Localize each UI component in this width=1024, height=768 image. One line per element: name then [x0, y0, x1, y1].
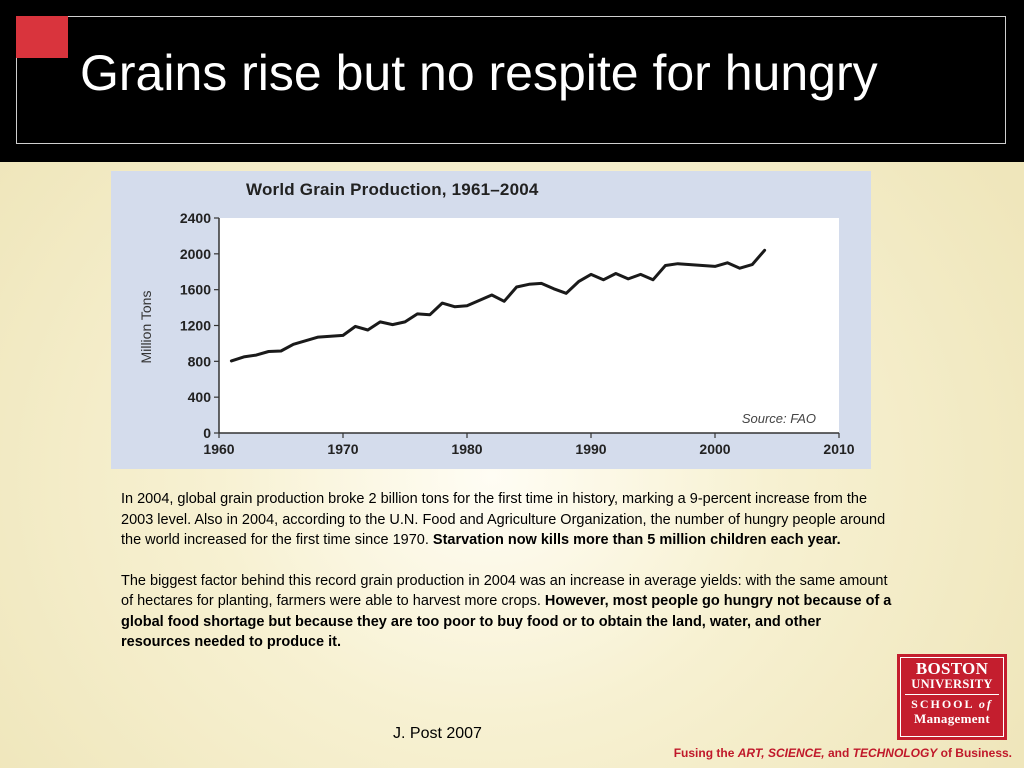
- y-tick-label: 800: [188, 353, 212, 369]
- plot-area: [219, 218, 839, 433]
- logo-line-management: Management: [914, 710, 990, 726]
- bu-logo: BOSTON UNIVERSITY SCHOOL of Management: [897, 654, 1007, 740]
- logo-of-word: of: [978, 696, 993, 711]
- source-annotation: Source: FAO: [742, 411, 816, 426]
- tagline-pre: Fusing the: [673, 746, 738, 760]
- x-tick-label: 1980: [451, 441, 482, 457]
- y-tick-label: 0: [203, 425, 211, 441]
- chart-title: World Grain Production, 1961–2004: [246, 180, 539, 199]
- production-series-line: [229, 248, 767, 363]
- paragraph-1-text: In 2004, global grain production broke 2…: [121, 491, 886, 548]
- logo-divider: [905, 693, 999, 695]
- y-tick-label: 2400: [180, 210, 211, 226]
- author-credit: J. Post 2007: [393, 725, 482, 742]
- paragraph-1-emphasis: Starvation now kills more than 5 million…: [432, 532, 841, 548]
- chart-canvas: 0 400 800 1200 1600 2000 2400 1960 1970 1980 1990 2…: [138, 210, 855, 457]
- x-tick-label: 2000: [699, 441, 730, 457]
- title-frame: [16, 16, 1006, 144]
- accent-square: [16, 16, 68, 58]
- tagline-technology: TECHNOLOGY: [852, 746, 938, 760]
- y-tick-label: 400: [188, 389, 212, 405]
- logo-school-word: SCHOOL: [911, 696, 974, 711]
- logo-line-boston: BOSTON: [915, 659, 989, 678]
- paragraph-2: The biggest factor behind this record gr…: [121, 571, 893, 653]
- x-tick-label: 2010: [823, 441, 854, 457]
- bu-logo-frame: BOSTON UNIVERSITY SCHOOL of Management: [900, 657, 1004, 737]
- tagline: Fusing the ART, SCIENCE, and TECHNOLOGY …: [674, 746, 1012, 760]
- y-axis-label: Million Tons: [138, 291, 154, 364]
- paragraph-1: In 2004, global grain production broke 2…: [121, 489, 893, 551]
- slide-title: Grains rise but no respite for hungry: [80, 45, 878, 101]
- tagline-mid: and: [824, 746, 853, 760]
- y-tick-label: 2000: [180, 246, 211, 262]
- paragraph-2-text: The biggest factor behind this record gr…: [121, 572, 888, 610]
- logo-line-university: UNIVERSITY: [911, 677, 993, 691]
- title-bar: Grains rise but no respite for hungry: [0, 0, 1024, 162]
- body-text: In 2004, global grain production broke 2…: [121, 489, 893, 673]
- logo-line-school: SCHOOL of: [901, 698, 1003, 710]
- y-tick-label: 1200: [180, 318, 211, 334]
- x-tick-label: 1960: [203, 441, 234, 457]
- tagline-post: of Business.: [937, 746, 1012, 760]
- grain-production-chart: 0 400 800 1200 1600 2000 2400 1960 1970 1980 1990 2…: [111, 171, 871, 469]
- y-tick-label: 1600: [180, 282, 211, 298]
- paragraph-2-emphasis: However, most people go hungry not becau…: [121, 593, 892, 650]
- x-tick-label: 1970: [327, 441, 358, 457]
- x-tick-label: 1990: [575, 441, 606, 457]
- tagline-art: ART, SCIENCE,: [737, 746, 825, 760]
